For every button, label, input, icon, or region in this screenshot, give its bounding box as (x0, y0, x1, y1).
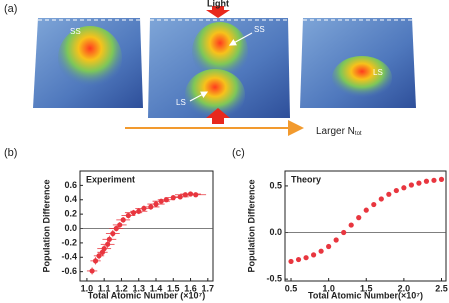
data-point (295, 256, 302, 263)
data-point (303, 255, 309, 261)
data-point (438, 176, 445, 182)
x-tick-label: 2.0 (398, 283, 411, 293)
y-tick-label: 0.0 (269, 227, 282, 237)
data-point (106, 236, 112, 242)
data-point (113, 225, 119, 232)
data-point (423, 178, 430, 184)
panel-label: (a) (4, 3, 17, 15)
data-point (386, 191, 392, 197)
x-tick-label: 1.7 (202, 283, 215, 293)
data-point (318, 248, 324, 254)
data-point (120, 217, 126, 223)
y-tick-label: -0.5 (266, 274, 282, 284)
annotation: SS (254, 25, 265, 34)
panel-label: (c) (232, 147, 245, 159)
y-tick-label: 0.4 (64, 194, 77, 204)
data-point (310, 252, 317, 258)
data-point (187, 191, 194, 197)
data-point (136, 208, 142, 214)
arrow-sub: tot (355, 131, 362, 137)
x-tick-label: 1.4 (150, 283, 163, 293)
data-point (431, 177, 437, 183)
y-tick-label: 0.0 (64, 223, 77, 233)
data-point (378, 196, 384, 202)
data-point (288, 258, 294, 265)
data-point (105, 241, 111, 247)
y-tick-label: 0.6 (64, 180, 77, 190)
data-point (348, 222, 354, 228)
data-point (148, 204, 154, 210)
data-point (163, 197, 169, 203)
plot-frame (284, 170, 447, 282)
x-tick-label: 1.0 (322, 283, 335, 293)
data-point (333, 237, 339, 243)
data-point (92, 258, 99, 264)
data-point (401, 185, 407, 191)
data-point (371, 201, 377, 208)
surface-image (148, 6, 290, 124)
data-point (393, 187, 399, 194)
surface-image (300, 18, 416, 108)
data-point (170, 195, 176, 201)
annotation: SS (70, 27, 81, 36)
y-tick-label: 0.2 (64, 209, 77, 219)
data-point (356, 215, 362, 221)
light-label: Light (207, 0, 229, 8)
y-tick-label: -0.4 (61, 252, 77, 262)
x-tick-label: 1.5 (167, 283, 180, 293)
data-point (89, 268, 95, 274)
chart-title: Experiment (86, 174, 135, 184)
data-point (153, 201, 159, 207)
data-point (326, 243, 332, 250)
x-tick-label: 1.6 (184, 283, 197, 293)
y-axis-label: Population Difference (246, 179, 256, 272)
surface-image (33, 18, 143, 108)
y-tick-label: 0.5 (269, 180, 282, 190)
data-point (182, 192, 188, 198)
data-point (96, 253, 102, 259)
data-point (177, 194, 183, 200)
x-tick-label: 1.3 (132, 283, 145, 293)
annotation: LS (373, 68, 383, 77)
panel-label: (b) (4, 147, 17, 159)
x-tick-label: 0.5 (285, 283, 298, 293)
y-tick-label: -0.2 (61, 237, 77, 247)
data-point (110, 230, 116, 237)
data-point (408, 182, 414, 188)
x-axis-label: Total Atomic Number (×10⁷) (88, 290, 205, 300)
x-tick-label: 1.2 (115, 283, 128, 293)
arrow-label: Larger Ntot (316, 126, 362, 137)
data-point (341, 229, 347, 236)
data-point (125, 212, 131, 219)
data-point (101, 246, 107, 252)
y-axis-label: Population Difference (41, 179, 51, 272)
data-point (416, 180, 422, 186)
data-point (117, 222, 123, 228)
x-axis-label: Total Atomic Number(×10⁷) (308, 290, 423, 300)
data-point (193, 192, 199, 198)
chart-title: Theory (291, 174, 321, 184)
x-tick-label: 1.5 (360, 283, 373, 293)
plot-frame (79, 170, 214, 282)
data-point (363, 207, 369, 213)
annotation: LS (176, 98, 186, 107)
arrow-text: Larger N (316, 126, 355, 137)
y-tick-label: -0.6 (61, 266, 77, 276)
x-tick-label: 1.0 (81, 283, 94, 293)
x-tick-label: 2.5 (435, 283, 448, 293)
x-tick-label: 1.1 (98, 283, 111, 293)
